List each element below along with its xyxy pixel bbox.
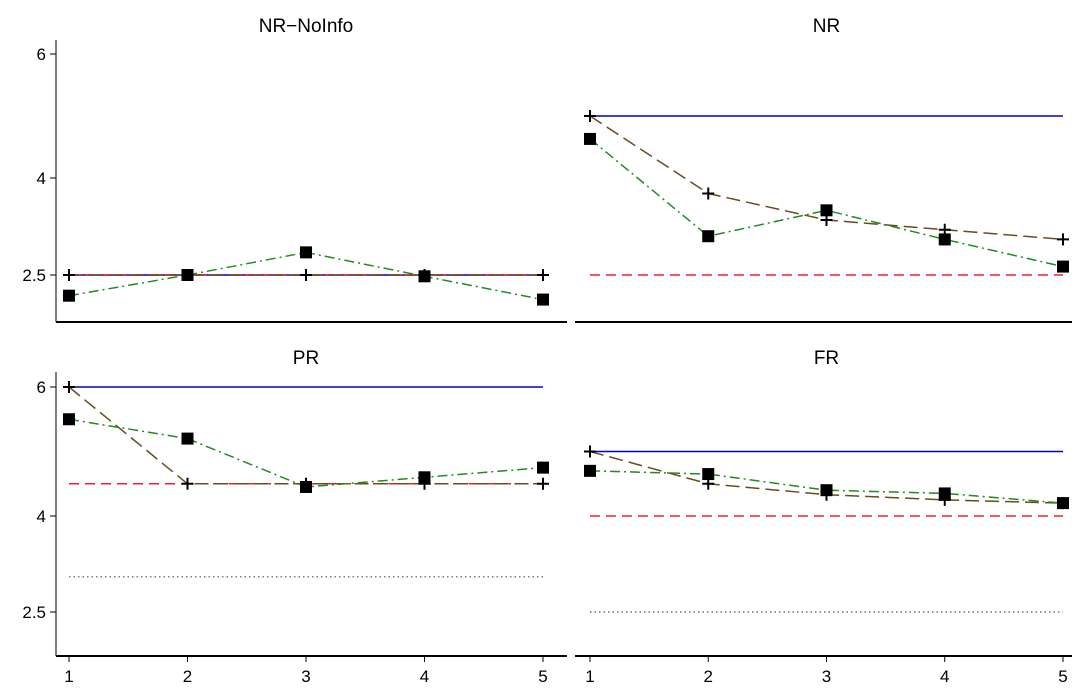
x-tick-label: 5 xyxy=(1058,667,1067,686)
panel-title: NR−NoInfo xyxy=(259,16,354,37)
plus-marker xyxy=(63,269,75,281)
panel-title: NR xyxy=(813,16,840,37)
series-line-dotdash xyxy=(68,418,544,488)
y-tick-label: 2.5 xyxy=(22,266,46,285)
square-marker xyxy=(584,464,596,477)
y-tick-label: 6 xyxy=(37,378,46,397)
x-tick-label: 1 xyxy=(64,667,73,686)
series-line-longdash xyxy=(68,386,543,485)
plus-marker xyxy=(584,110,596,122)
square-marker xyxy=(537,293,549,306)
x-tick-label: 4 xyxy=(420,667,429,686)
y-tick-label: 2.5 xyxy=(22,603,46,622)
square-marker xyxy=(820,204,833,217)
square-marker xyxy=(1057,260,1069,273)
square-marker xyxy=(300,480,312,493)
y-tick-label: 6 xyxy=(37,45,46,64)
y-tick-label: 4 xyxy=(37,507,46,526)
square-marker xyxy=(938,487,951,500)
panel-3: PR 2.5 4 6 1 2 3 4 5 xyxy=(22,348,567,686)
plus-marker xyxy=(537,477,549,490)
panel-4: FR 1 2 3 4 5 xyxy=(575,348,1072,686)
plus-marker xyxy=(1057,233,1069,246)
square-marker xyxy=(418,471,431,484)
square-marker xyxy=(702,230,715,243)
square-marker xyxy=(418,270,431,283)
x-tick-label: 2 xyxy=(704,667,713,686)
plus-marker xyxy=(300,269,312,281)
square-marker xyxy=(938,233,951,246)
panel-title: FR xyxy=(814,348,839,369)
square-marker xyxy=(300,246,312,259)
x-tick-label: 3 xyxy=(822,667,831,686)
x-tick-label: 5 xyxy=(538,667,547,686)
square-marker xyxy=(181,269,194,281)
square-marker xyxy=(63,289,75,302)
series-line-dotdash xyxy=(589,138,1064,268)
square-marker xyxy=(63,413,75,426)
square-marker xyxy=(537,461,549,474)
plus-marker xyxy=(63,381,75,393)
square-marker xyxy=(1057,497,1069,510)
y-tick-label: 4 xyxy=(37,169,46,188)
x-tick-label: 1 xyxy=(585,667,594,686)
plus-marker xyxy=(702,187,715,200)
x-tick-label: 2 xyxy=(183,667,192,686)
plus-marker xyxy=(537,269,549,281)
panel-1: NR−NoInfo 2.5 4 6 xyxy=(22,16,567,323)
panel-title: PR xyxy=(293,348,319,369)
x-tick-label: 4 xyxy=(940,667,949,686)
square-marker xyxy=(584,132,596,145)
square-marker xyxy=(181,432,194,445)
square-marker xyxy=(702,468,715,481)
x-tick-label: 3 xyxy=(301,667,310,686)
plus-marker xyxy=(181,477,194,490)
series-line-dotdash xyxy=(589,470,1064,504)
panel-2: NR xyxy=(575,16,1072,323)
plus-marker xyxy=(584,445,596,458)
square-marker xyxy=(820,484,833,497)
